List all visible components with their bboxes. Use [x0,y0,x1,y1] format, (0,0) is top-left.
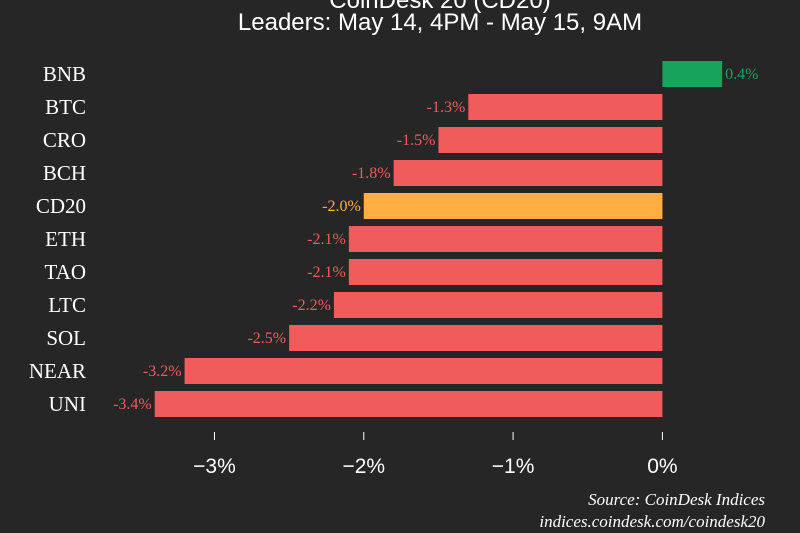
value-label-bch: -1.8% [352,165,391,182]
x-tick-label: −2% [342,455,385,478]
source-credit: Source: CoinDesk Indices [588,490,765,509]
category-label-cro: CRO [43,128,86,152]
value-label-cro: -1.5% [397,132,436,149]
category-label-eth: ETH [45,227,86,251]
bars-group [154,61,723,417]
value-label-tao: -2.1% [307,264,346,281]
bar-cd20 [363,193,663,219]
value-label-sol: -2.5% [247,330,286,347]
x-tick-label: 0% [647,455,677,478]
bar-sol [289,325,663,351]
value-label-ltc: -2.2% [292,297,331,314]
category-label-cd20: CD20 [36,194,86,218]
category-labels: BNB BTC CRO BCH CD20 ETH TAO LTC SOL NEAR UNI [29,62,86,416]
value-labels: 0.4%-1.3%-1.5%-1.8%-2.0%-2.1%-2.1%-2.2%-… [113,66,758,413]
category-label-tao: TAO [45,260,86,284]
bar-bch [393,160,663,186]
category-label-uni: UNI [49,392,86,416]
bar-cro [438,127,663,153]
bar-eth [348,226,663,252]
chart-title: CoinDesk 20 (CD20) [329,0,550,14]
bar-tao [348,259,663,285]
chart-subtitle: Leaders: May 14, 4PM - May 15, 9AM [238,9,642,36]
value-label-near: -3.2% [143,363,182,380]
bar-near [184,358,663,384]
value-label-bnb: 0.4% [725,66,758,83]
category-label-near: NEAR [29,359,86,383]
category-label-btc: BTC [45,95,86,119]
x-axis: −3% −2% −1% 0% [193,432,678,478]
value-label-btc: -1.3% [427,99,466,116]
source-url: indices.coindesk.com/coindesk20 [539,512,765,531]
category-label-bch: BCH [43,161,86,185]
bar-bnb [662,61,723,87]
value-label-cd20: -2.0% [322,198,361,215]
value-label-uni: -3.4% [113,396,152,413]
bar-uni [154,391,663,417]
bar-ltc [333,292,663,318]
x-tick-label: −1% [492,455,535,478]
category-label-bnb: BNB [43,62,86,86]
category-label-sol: SOL [46,326,86,350]
value-label-eth: -2.1% [307,231,346,248]
x-tick-label: −3% [193,455,236,478]
bar-btc [468,94,663,120]
category-label-ltc: LTC [48,293,86,317]
